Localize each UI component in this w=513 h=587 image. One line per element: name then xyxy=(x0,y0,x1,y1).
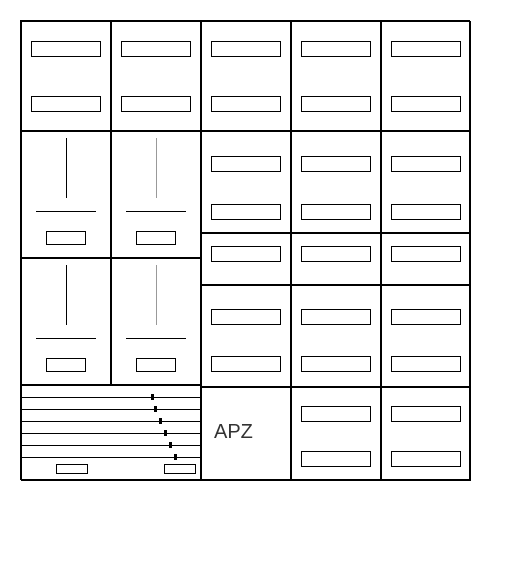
meter-needle xyxy=(156,138,157,198)
module-slot xyxy=(211,356,281,372)
panel-cell xyxy=(21,21,111,131)
panel-cell xyxy=(201,21,291,131)
module-slot xyxy=(136,358,176,372)
din-rail xyxy=(21,397,201,398)
din-rail xyxy=(21,445,201,446)
module-slot xyxy=(31,96,101,112)
module-slot xyxy=(136,231,176,245)
divider-line xyxy=(126,211,186,212)
panel-cell xyxy=(111,21,201,131)
meter-needle xyxy=(66,138,67,198)
module-slot xyxy=(391,96,461,112)
module-slot xyxy=(56,464,88,474)
meter-needle xyxy=(156,265,157,325)
module-slot xyxy=(46,231,86,245)
module-slot xyxy=(46,358,86,372)
module-slot xyxy=(391,309,461,325)
module-slot xyxy=(211,246,281,262)
module-slot xyxy=(391,246,461,262)
din-rail xyxy=(21,409,201,410)
module-slot xyxy=(391,41,461,57)
rail-tick xyxy=(154,406,157,412)
module-slot xyxy=(31,41,101,57)
rail-tick xyxy=(169,442,172,448)
panel-cell xyxy=(291,21,381,131)
rail-tick xyxy=(174,454,177,460)
meter-needle xyxy=(66,265,67,325)
module-slot xyxy=(211,204,281,220)
module-slot xyxy=(211,41,281,57)
rail-tick xyxy=(151,394,154,400)
module-slot xyxy=(211,156,281,172)
module-slot xyxy=(121,96,191,112)
module-slot xyxy=(301,406,371,422)
divider-line xyxy=(126,338,186,339)
module-slot xyxy=(301,204,371,220)
module-slot xyxy=(301,96,371,112)
divider-line xyxy=(36,211,96,212)
rail-tick xyxy=(159,418,162,424)
module-slot xyxy=(211,309,281,325)
module-slot xyxy=(391,451,461,467)
module-slot xyxy=(301,451,371,467)
panel-cell xyxy=(381,21,471,131)
rail-tick xyxy=(164,430,167,436)
module-slot xyxy=(301,246,371,262)
divider-line xyxy=(36,338,96,339)
module-slot xyxy=(391,356,461,372)
module-slot xyxy=(301,309,371,325)
din-rail xyxy=(21,433,201,434)
module-slot xyxy=(301,41,371,57)
module-slot xyxy=(391,156,461,172)
electrical-panel: APZ xyxy=(20,20,470,480)
module-slot xyxy=(301,356,371,372)
zone-label: APZ xyxy=(214,421,253,444)
module-slot xyxy=(391,204,461,220)
module-slot xyxy=(301,156,371,172)
module-slot xyxy=(164,464,196,474)
module-slot xyxy=(121,41,191,57)
din-rail xyxy=(21,421,201,422)
module-slot xyxy=(211,96,281,112)
module-slot xyxy=(391,406,461,422)
